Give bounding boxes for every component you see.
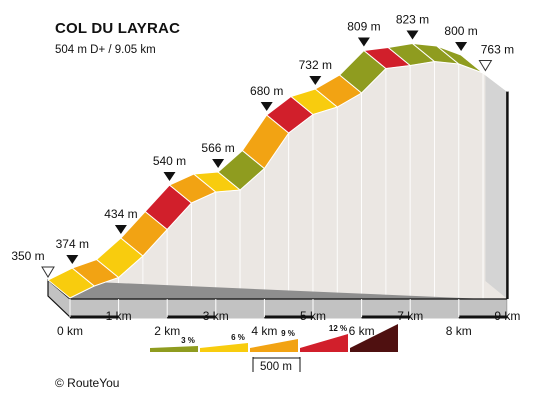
elevation-marker-triangle	[260, 102, 273, 111]
distance-tick-label: 5 km	[300, 309, 326, 323]
elevation-marker-triangle	[357, 37, 370, 47]
elevation-marker-triangle	[406, 30, 419, 40]
elevation-marker-triangle	[163, 172, 176, 181]
distance-tick-label: 8 km	[446, 324, 472, 338]
elevation-marker-triangle	[66, 255, 79, 264]
grade-legend-label: 6 %	[231, 333, 245, 342]
elevation-label: 809 m	[347, 20, 380, 34]
profile-wall-segment	[385, 65, 411, 300]
grade-legend-swatch	[300, 334, 348, 352]
elevation-marker-triangle	[114, 225, 127, 234]
distance-tick-label: 0 km	[57, 324, 83, 338]
distance-tick-label: 3 km	[203, 309, 229, 323]
elevation-marker-triangle	[212, 159, 225, 168]
distance-tick-label: 1 km	[106, 309, 132, 323]
elevation-label: 800 m	[444, 24, 477, 38]
elevation-label: 680 m	[250, 84, 283, 98]
elevation-label: 540 m	[153, 154, 186, 168]
grade-legend-label: 12 %	[329, 324, 347, 333]
grade-legend-swatch	[350, 324, 398, 352]
distance-tick-label: 7 km	[397, 309, 423, 323]
profile-wall-segment	[336, 92, 363, 300]
chart-title: COL DU LAYRAC	[55, 20, 181, 37]
profile-end-cap	[485, 73, 508, 299]
elevation-markers: 350 m 374 m 434 m 540 m 566 m 680 m 732 m 809 m…	[11, 13, 514, 278]
profile-wall-segment	[191, 191, 217, 300]
distance-tick-label: 4 km	[251, 324, 277, 338]
elevation-label: 566 m	[201, 141, 234, 155]
profile-wall-segment	[288, 113, 314, 300]
grade-legend: 3 % 6 % 9 % 12 % 500 m	[150, 324, 398, 373]
grade-legend-label: 3 %	[181, 336, 195, 345]
elevation-label: 350 m	[11, 249, 44, 263]
grade-legend-swatch	[250, 339, 298, 352]
elevation-marker-triangle	[455, 42, 468, 51]
profile-wall-segment	[434, 61, 460, 300]
routeyou-credit: © RouteYou	[55, 376, 120, 390]
elevation-label: 732 m	[299, 58, 332, 72]
distance-tick-label: 2 km	[154, 324, 180, 338]
profile-wall-segment	[312, 106, 338, 300]
distance-axis: 0 km 1 km 2 km 3 km 4 km 5 km 6 km 7 km 8 km 9 km	[57, 299, 520, 338]
elevation-marker-open-triangle	[478, 60, 493, 72]
elevation-label: 434 m	[104, 207, 137, 221]
elevation-label: 823 m	[396, 13, 429, 27]
profile-wall-segment	[361, 67, 387, 300]
elevation-label: 763 m	[481, 43, 514, 57]
elevation-marker-open-triangle	[41, 266, 55, 278]
scale-bar-label: 500 m	[260, 361, 292, 373]
grade-legend-swatch	[200, 343, 248, 352]
base-top-face	[48, 280, 508, 299]
profile-wall-segment	[239, 167, 265, 300]
profile-wall-segment	[458, 63, 484, 300]
profile-walls	[69, 61, 509, 300]
grade-legend-label: 9 %	[281, 329, 295, 338]
profile-wall-segment	[409, 61, 435, 300]
profile-top-edge	[69, 61, 508, 299]
distance-tick-label: 9 km	[494, 309, 520, 323]
profile-top-strip	[47, 42, 508, 299]
grade-legend-swatch	[150, 346, 198, 352]
chart-subtitle: 504 m D+ / 9.05 km	[55, 44, 156, 56]
profile-wall-segment	[215, 189, 241, 300]
elevation-marker-triangle	[309, 76, 322, 85]
elevation-label: 374 m	[56, 237, 89, 251]
distance-tick-label: 6 km	[349, 324, 375, 338]
